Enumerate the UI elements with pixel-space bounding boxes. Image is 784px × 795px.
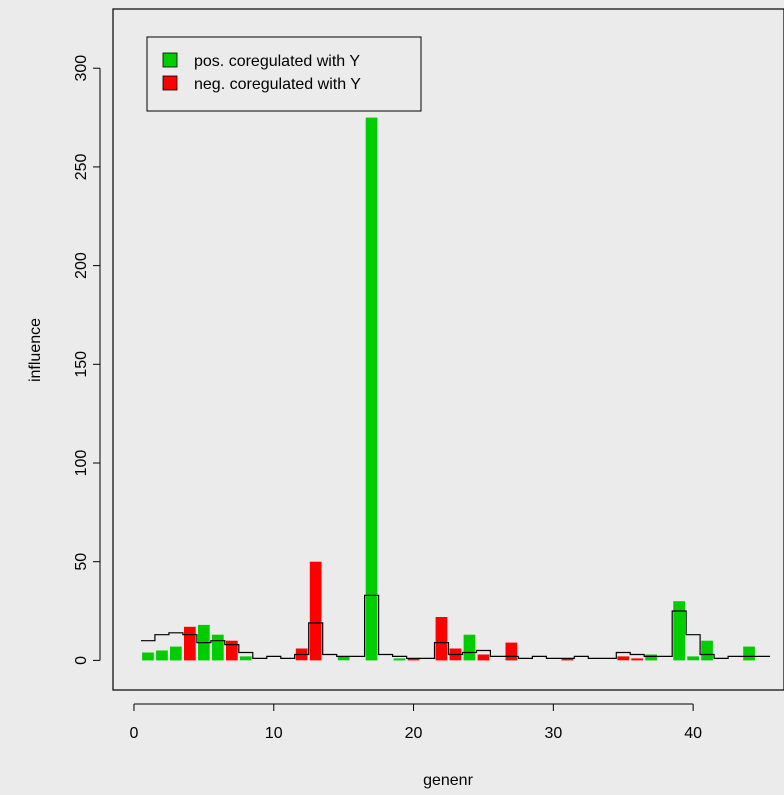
bar-gene-41 (701, 640, 713, 661)
plot-frame (112, 8, 784, 691)
x-tick-label-20: 20 (405, 725, 423, 742)
legend: pos. coregulated with Y neg. coregulated… (146, 36, 422, 112)
x-tick-label-10: 10 (265, 725, 283, 742)
y-axis-title: influence (27, 318, 44, 382)
x-tick-label-0: 0 (130, 725, 139, 742)
bar-gene-22 (435, 617, 448, 661)
bar-gene-27 (505, 642, 518, 661)
x-tick-label-30: 30 (544, 725, 562, 742)
bar-gene-2 (156, 650, 168, 661)
legend-label-pos: pos. coregulated with Y (194, 53, 360, 70)
bar-gene-15 (337, 656, 350, 661)
bar-gene-7 (226, 640, 238, 661)
x-tick-label-40: 40 (684, 725, 702, 742)
y-tick-label-100: 100 (73, 450, 90, 477)
x-axis-title: genenr (423, 772, 473, 789)
y-tick-label-300: 300 (73, 55, 90, 82)
bar-gene-31 (561, 658, 574, 661)
y-tick-label-200: 200 (73, 252, 90, 279)
legend-swatch-pos (162, 52, 178, 68)
y-tick-label-150: 150 (73, 351, 90, 378)
legend-swatch-neg (162, 75, 178, 91)
bar-gene-13 (309, 561, 322, 661)
bar-gene-24 (463, 634, 476, 661)
y-tick-label-0: 0 (73, 656, 90, 665)
y-axis: 0 50 100 150 200 250 300 (73, 55, 101, 665)
bar-gene-25 (477, 654, 490, 661)
bar-gene-40 (687, 656, 699, 661)
bar-gene-1 (142, 652, 154, 661)
legend-label-neg: neg. coregulated with Y (194, 76, 361, 93)
y-tick-label-50: 50 (73, 553, 90, 571)
step-layer (141, 594, 770, 659)
bar-gene-39 (673, 601, 685, 661)
x-axis: 0 10 20 30 40 (130, 703, 702, 742)
bar-gene-37 (645, 654, 657, 661)
bar-gene-20 (407, 658, 420, 661)
bar-gene-3 (170, 646, 182, 661)
bar-gene-17 (365, 117, 378, 661)
bar-gene-35 (617, 656, 630, 661)
bar-gene-19 (393, 658, 406, 661)
bar-gene-44 (743, 646, 755, 661)
bar-gene-36 (631, 658, 643, 661)
bar-gene-6 (212, 634, 224, 661)
median-step-line (141, 594, 770, 659)
y-tick-label-250: 250 (73, 153, 90, 180)
bar-gene-4 (184, 626, 196, 661)
bar-gene-8 (239, 656, 252, 661)
legend-box (146, 36, 422, 112)
